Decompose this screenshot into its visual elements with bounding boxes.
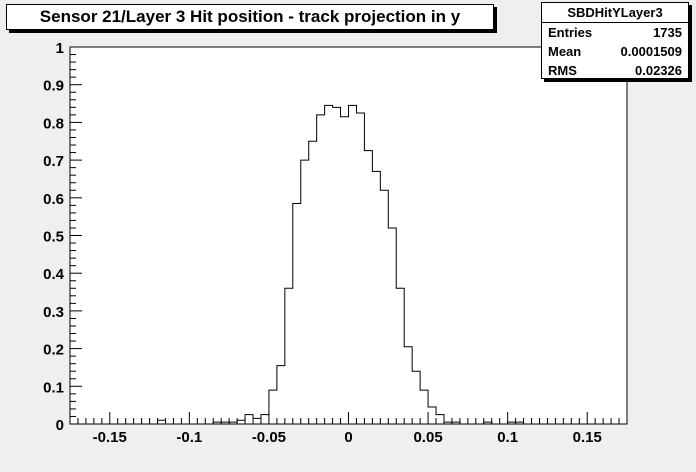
y-tick-label: 0.3 [43,304,64,321]
axis-tick-labels: 0 0.1 0.2 0.3 0.4 0.5 0.6 0.7 0.8 0.9 1 -0.15 -0.1 -0… [43,40,602,446]
x-tick-label: 0.1 [497,429,518,446]
y-tick-label: 0.6 [43,191,64,208]
x-tick-label: 0 [344,429,352,446]
stats-row-rms: RMS 0.02326 [542,61,688,80]
x-tick-label: -0.05 [252,429,286,446]
y-tick-label: 0 [56,417,64,434]
x-tick-label: 0.05 [413,429,442,446]
stats-label: Mean [548,44,582,59]
chart-title: Sensor 21/Layer 3 Hit position - track p… [6,4,494,30]
stats-row-entries: Entries 1735 [542,23,688,42]
y-tick-label: 0.2 [43,342,64,359]
histogram-line [70,104,627,425]
x-tick-label: 0.15 [573,429,602,446]
y-tick-label: 0.4 [43,266,65,283]
stats-box: SBDHitYLayer3 Entries 1735 Mean 0.000150… [541,2,689,79]
plot-frame [69,46,628,425]
y-tick-label: 0.5 [43,229,64,246]
stats-value: 0.0001509 [620,44,682,59]
x-tick-label: -0.15 [93,429,127,446]
y-tick-label: 0.8 [43,115,64,132]
y-tick-label: 0.9 [43,78,64,95]
stats-value: 1735 [653,25,682,40]
y-tick-label: 0.7 [43,153,64,170]
y-tick-label: 0.1 [43,379,64,396]
stats-box-name: SBDHitYLayer3 [542,3,688,23]
stats-label: RMS [548,63,577,78]
x-tick-label: -0.1 [176,429,202,446]
stats-value: 0.02326 [635,63,682,78]
y-tick-label: 1 [56,40,64,57]
stats-row-mean: Mean 0.0001509 [542,42,688,61]
stats-label: Entries [548,25,593,40]
